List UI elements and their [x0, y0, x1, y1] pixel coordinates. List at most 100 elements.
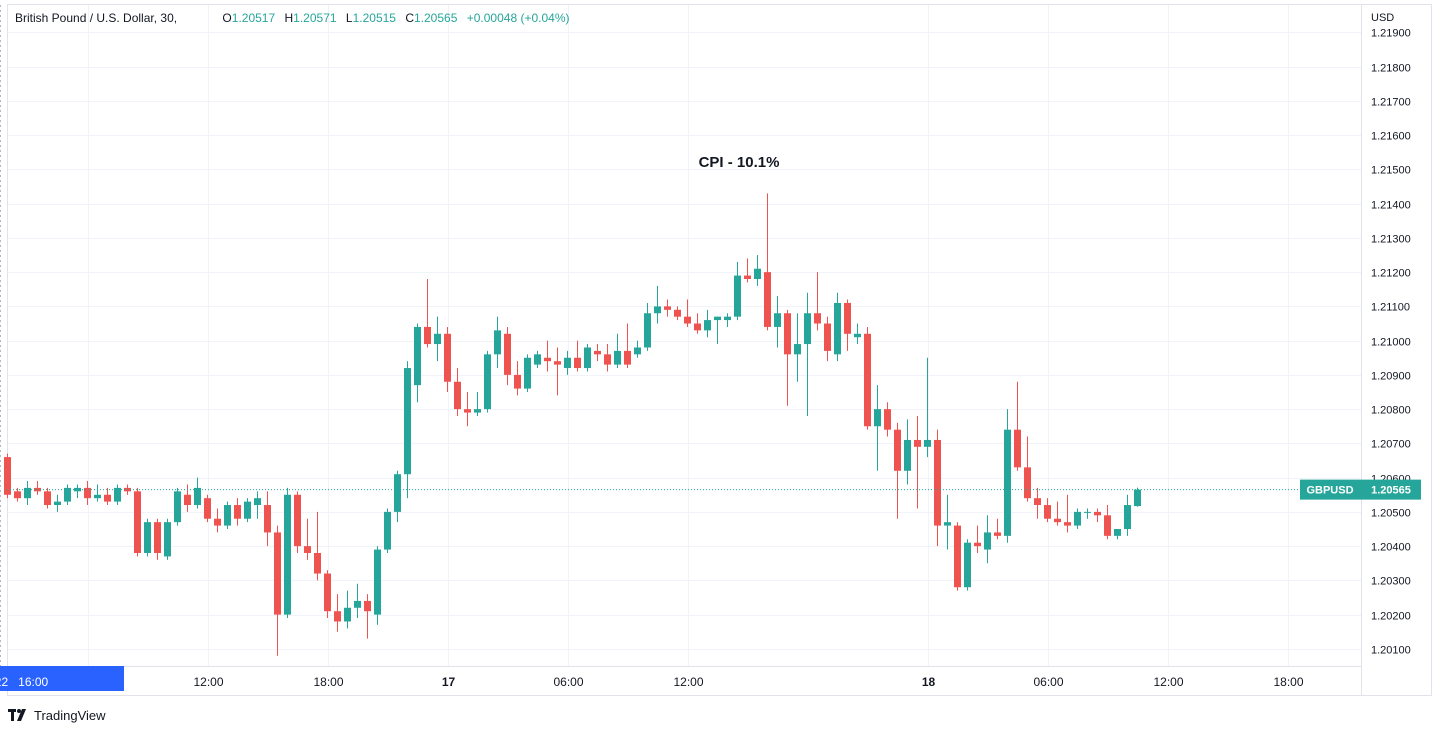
x-tick-label: 17	[442, 675, 456, 689]
candle-down	[1024, 436, 1031, 502]
y-tick-label: 1.20100	[1371, 645, 1411, 657]
tradingview-brand[interactable]: TradingView	[34, 708, 106, 723]
candle-up	[164, 518, 171, 560]
x-tick-label: 12:00	[1153, 675, 1183, 689]
last-price-tag: GBPUSD 1.20565	[1300, 479, 1421, 500]
candle-down	[954, 522, 961, 591]
candle-down	[34, 481, 41, 495]
candle-up	[534, 350, 541, 369]
candle-down	[684, 299, 691, 327]
candle-up	[724, 313, 731, 327]
candle-up	[964, 539, 971, 591]
candle-down	[204, 494, 211, 523]
candle-down	[694, 313, 701, 334]
candle-down	[884, 402, 891, 437]
symbol-title: British Pound / U.S. Dollar, 30,	[15, 11, 178, 25]
candle-up	[984, 515, 991, 564]
candle-down	[894, 422, 901, 519]
legend-high: H1.20571	[284, 11, 337, 25]
footer[interactable]: TradingView	[8, 708, 106, 723]
candle-down	[744, 258, 751, 283]
candle-down	[184, 484, 191, 512]
candle-down	[334, 594, 341, 632]
candle-down	[1054, 501, 1061, 526]
candle-up	[754, 255, 761, 286]
candle-down	[814, 272, 821, 331]
price-axis[interactable]: 1.201001.202001.203001.204001.205001.206…	[1371, 28, 1411, 657]
candle-down	[624, 323, 631, 369]
candle-down	[1034, 487, 1041, 519]
candle-up	[414, 323, 421, 403]
legend-close: C1.20565	[405, 11, 458, 25]
candle-down	[454, 368, 461, 416]
candle-down	[514, 361, 521, 396]
candle-down	[104, 487, 111, 506]
legend-open: O1.20517	[222, 11, 276, 25]
candle-down	[44, 487, 51, 509]
candle-up	[804, 292, 811, 416]
candle-down	[294, 491, 301, 553]
candle-up	[1124, 494, 1131, 536]
candle-up	[254, 491, 261, 519]
candle-down	[604, 344, 611, 372]
candle-down	[424, 278, 431, 348]
time-axis[interactable]: 06:0012:0018:001706:0012:001806:0012:001…	[73, 675, 1303, 689]
y-tick-label: 1.21900	[1371, 28, 1411, 40]
y-tick-label: 1.21800	[1371, 63, 1411, 75]
symbol-legend: British Pound / U.S. Dollar, 30, O1.2051…	[15, 11, 575, 25]
candle-down	[934, 429, 941, 547]
candle-up	[634, 340, 641, 358]
candle-down	[974, 525, 981, 553]
candle-down	[1094, 508, 1101, 523]
y-tick-label: 1.21200	[1371, 268, 1411, 280]
candle-up	[24, 481, 31, 506]
candle-up	[874, 385, 881, 471]
candle-down	[864, 326, 871, 430]
candle-down	[444, 326, 451, 393]
candle-up	[74, 484, 81, 499]
candle-up	[344, 590, 351, 629]
candle-up	[404, 361, 411, 499]
grid	[7, 5, 1361, 666]
candle-down	[234, 498, 241, 526]
candle-up	[944, 494, 951, 550]
candle-down	[824, 316, 831, 362]
y-tick-label: 1.20800	[1371, 405, 1411, 417]
candle-up	[714, 316, 721, 345]
candle-down	[914, 415, 921, 509]
y-tick-label: 1.21500	[1371, 165, 1411, 177]
candle-down	[784, 309, 791, 406]
candle-down	[14, 487, 21, 502]
candle-up	[394, 470, 401, 523]
candle-down	[1064, 494, 1071, 533]
y-tick-label: 1.20900	[1371, 371, 1411, 383]
candle-down	[364, 594, 371, 639]
candle-up	[644, 302, 651, 351]
candle-down	[674, 306, 681, 321]
candle-down	[844, 299, 851, 351]
candle-up	[854, 323, 861, 345]
candle-up	[54, 494, 61, 512]
candle-up	[924, 357, 931, 458]
candle-up	[1084, 508, 1091, 519]
axis-currency-label: USD	[1371, 12, 1394, 24]
candle-down	[314, 511, 321, 581]
candle-down	[154, 518, 161, 560]
y-tick-label: 1.21300	[1371, 234, 1411, 246]
candle-up	[794, 313, 801, 382]
x-tick-label: 18:00	[1273, 675, 1303, 689]
candle-up	[224, 501, 231, 530]
candle-up	[1134, 487, 1141, 507]
candle-up	[654, 285, 661, 324]
candle-up	[734, 261, 741, 321]
y-tick-label: 1.21100	[1371, 302, 1410, 314]
candle-up	[1114, 529, 1121, 540]
candle-down	[664, 299, 671, 317]
last-price-symbol: GBPUSD	[1306, 485, 1353, 497]
candle-down	[1104, 505, 1111, 540]
y-tick-label: 1.21400	[1371, 200, 1411, 212]
candle-down	[554, 347, 561, 396]
candle-down	[274, 525, 281, 656]
